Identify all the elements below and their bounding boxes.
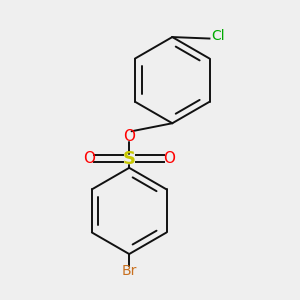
Text: O: O xyxy=(163,152,175,166)
Text: S: S xyxy=(123,150,136,168)
Text: O: O xyxy=(123,129,135,144)
Text: O: O xyxy=(83,152,95,166)
Text: Cl: Cl xyxy=(212,28,225,43)
Text: Br: Br xyxy=(122,264,137,278)
